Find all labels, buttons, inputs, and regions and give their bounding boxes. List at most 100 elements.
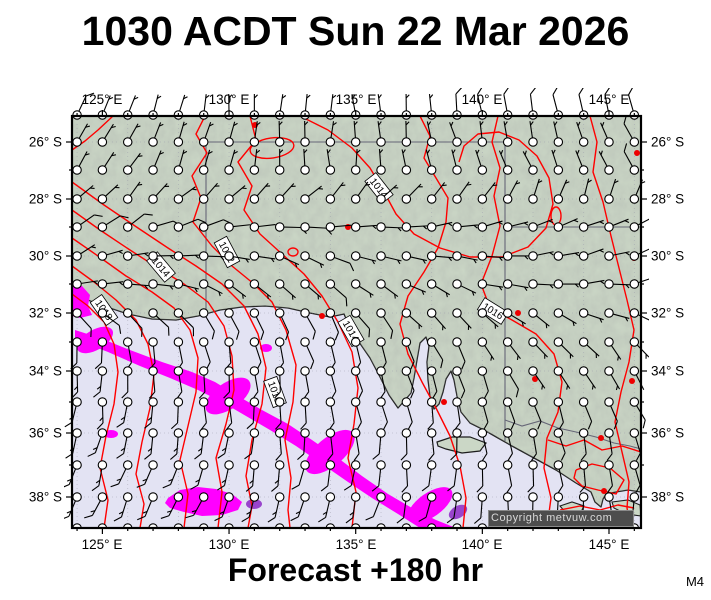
isobar-line <box>480 116 563 528</box>
city-dot <box>441 399 447 405</box>
wind-barb <box>300 149 310 175</box>
wind-barb <box>604 366 621 391</box>
wind-barb <box>477 308 499 329</box>
city-dot <box>532 376 538 382</box>
wind-barb <box>502 308 526 327</box>
wind-barb <box>350 251 377 265</box>
lat-label-right: 34° S <box>651 364 684 379</box>
wind-barb <box>376 121 386 147</box>
wind-barb <box>91 460 108 492</box>
wind-barb <box>144 428 158 460</box>
wind-barb <box>604 460 614 493</box>
wind-barb <box>122 152 143 175</box>
wind-barb <box>528 308 550 329</box>
wind-barb <box>84 492 108 519</box>
lon-label-bottom: 145° E <box>589 537 630 552</box>
wind-barb <box>173 149 188 175</box>
lat-label-left: 26° S <box>29 135 62 150</box>
wind-barb <box>320 460 336 492</box>
wind-barb <box>426 366 438 399</box>
wind-barb <box>553 308 577 327</box>
wind-barb <box>575 149 589 175</box>
wind-barb <box>148 150 164 175</box>
wind-barb <box>604 337 622 361</box>
wind-barb <box>148 279 174 290</box>
wind-barb <box>426 121 437 147</box>
wind-barb <box>170 428 184 460</box>
wind-barb <box>97 279 124 289</box>
wind-barb <box>502 366 519 398</box>
wind-barb <box>148 251 175 261</box>
lon-label-top: 135° E <box>336 92 377 107</box>
wind-barb <box>274 337 285 370</box>
wind-barb <box>400 428 412 461</box>
wind-barb <box>451 149 462 175</box>
lat-label-left: 34° S <box>29 364 62 379</box>
wind-barb <box>376 397 388 430</box>
wind-barb <box>245 460 260 492</box>
lat-label-left: 32° S <box>29 306 62 321</box>
wind-barb <box>452 222 478 232</box>
wind-barb <box>198 308 215 340</box>
wind-barb <box>136 460 158 488</box>
wind-barb <box>116 397 133 428</box>
wind-barb <box>300 397 310 430</box>
wind-barb <box>604 397 618 430</box>
wind-barb <box>425 149 437 175</box>
wind-barb <box>629 428 641 461</box>
wind-barb <box>372 428 386 460</box>
wind-barb <box>170 397 184 430</box>
wind-barb <box>578 366 596 390</box>
wind-barb <box>217 428 234 459</box>
wind-barb <box>350 121 361 147</box>
wind-barb <box>122 213 153 232</box>
wind-barb <box>371 460 386 492</box>
wind-barb <box>401 397 413 430</box>
wind-barb <box>198 122 214 147</box>
wind-barb <box>72 214 103 232</box>
precip-spot <box>205 377 251 415</box>
precip-spot <box>305 429 355 475</box>
wind-barb <box>241 492 260 523</box>
wind-barb <box>72 151 90 175</box>
wind-barb <box>502 221 529 232</box>
wind-barb <box>528 428 538 461</box>
wind-barb <box>274 279 296 300</box>
wind-barb <box>426 221 453 232</box>
wind-barb <box>350 222 377 232</box>
wind-barb <box>553 397 564 430</box>
wind-barb <box>198 149 213 175</box>
wind-barb <box>122 181 143 204</box>
precip-spot <box>76 326 114 354</box>
wind-barb <box>401 183 423 204</box>
wind-barb <box>553 179 570 204</box>
wind-barb <box>401 279 426 295</box>
wind-barb <box>274 428 285 461</box>
wind-barb <box>325 428 336 461</box>
isobar-line <box>573 463 625 495</box>
wind-barb <box>350 279 374 298</box>
wind-barb <box>249 251 276 263</box>
city-dot <box>319 313 325 319</box>
wind-barb <box>121 366 133 399</box>
wind-barb <box>477 251 504 262</box>
wind-barb <box>477 220 503 232</box>
wind-barb <box>300 120 310 147</box>
city-dot <box>515 310 521 316</box>
wind-barb <box>578 337 600 359</box>
wind-barb <box>325 308 339 341</box>
city-dot <box>634 150 640 156</box>
wind-barb <box>325 279 348 307</box>
wind-barb <box>629 460 641 493</box>
wind-barb <box>604 279 631 289</box>
isobar-line <box>589 116 635 528</box>
wind-barb <box>401 308 423 329</box>
wind-barb <box>224 251 250 263</box>
wind-barb <box>449 121 462 147</box>
wind-barb <box>97 123 116 147</box>
wind-barb <box>447 460 462 492</box>
wind-barb <box>223 366 234 399</box>
wind-barb <box>173 218 206 232</box>
wind-barb <box>376 279 399 299</box>
wind-barb <box>350 149 361 175</box>
